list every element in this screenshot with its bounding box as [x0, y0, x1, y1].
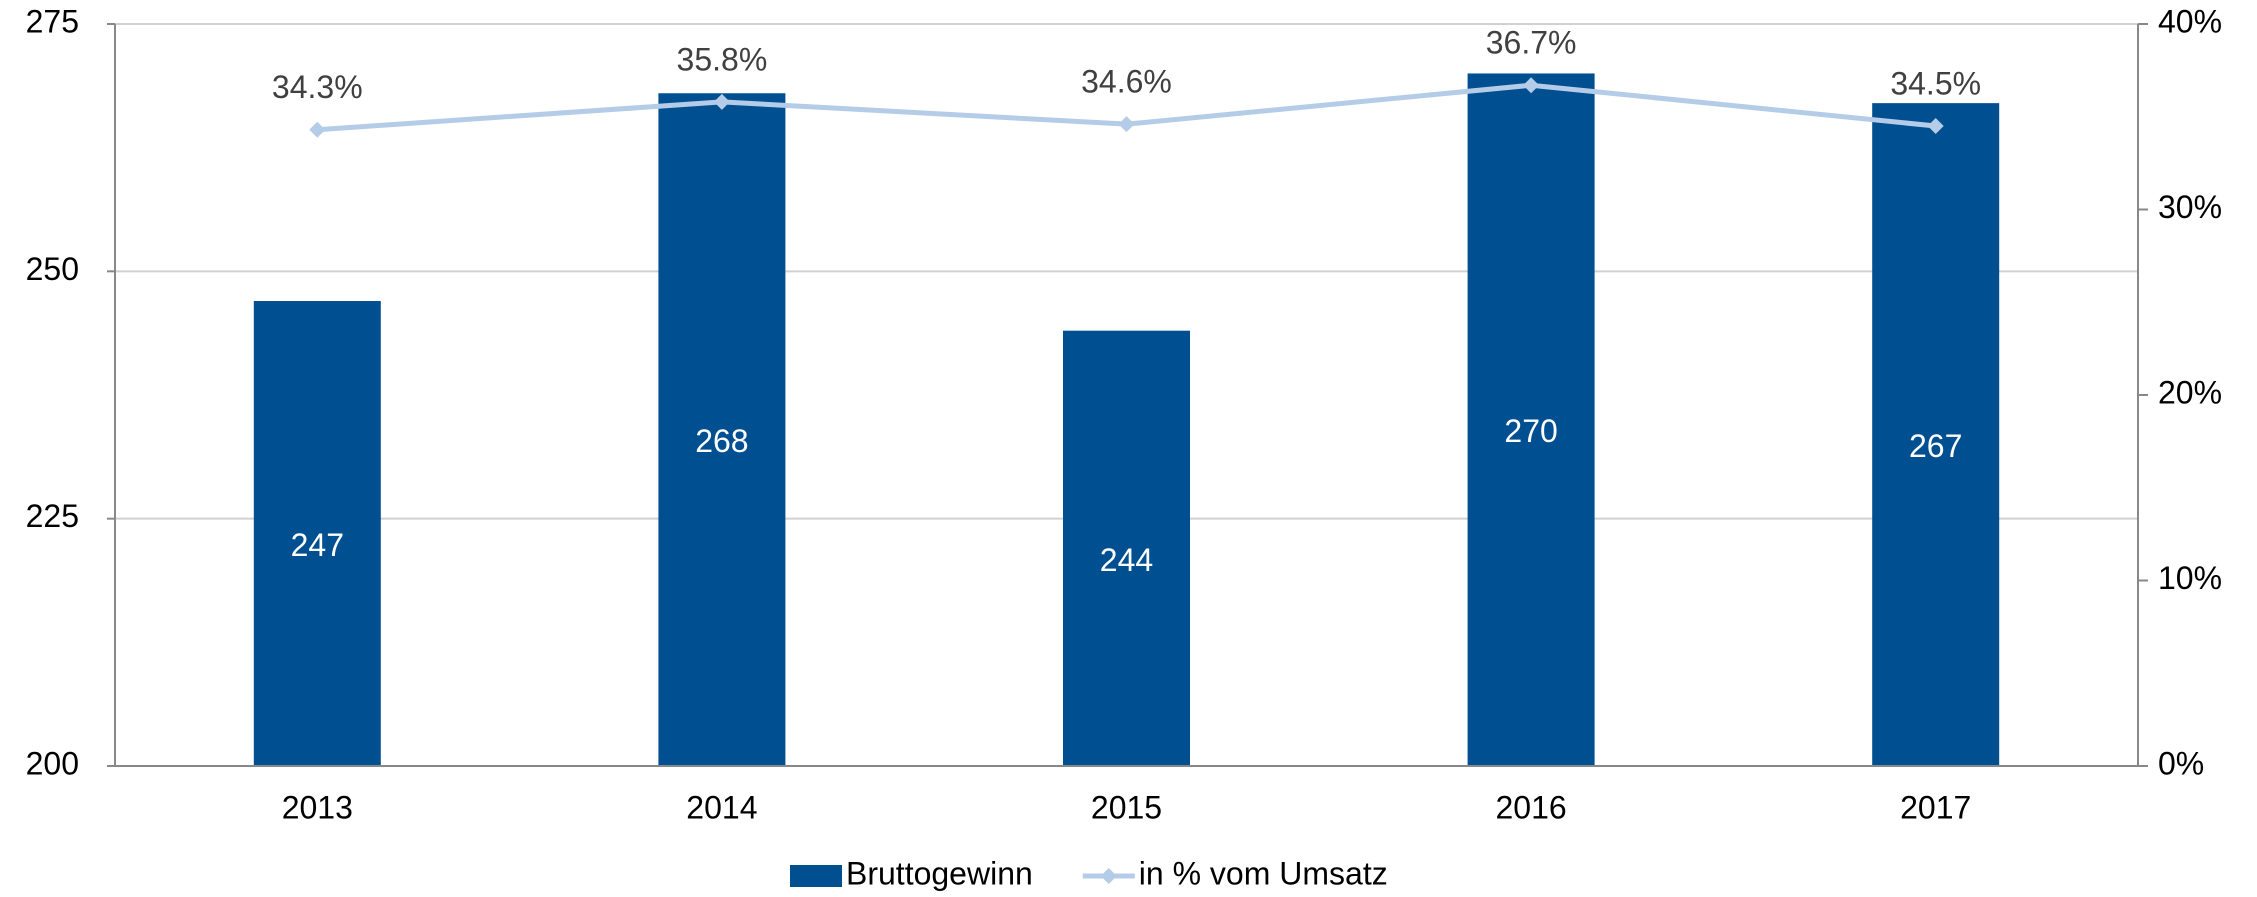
- x-tick-label: 2015: [1091, 789, 1162, 825]
- y2-tick-label: 40%: [2158, 3, 2222, 39]
- line-marker: [1118, 116, 1135, 133]
- bar-value-label: 267: [1909, 428, 1962, 464]
- bar-value-label: 268: [695, 423, 748, 459]
- y-tick-label: 250: [26, 251, 79, 287]
- bar: [658, 93, 786, 766]
- legend-label: Bruttogewinn: [846, 855, 1033, 891]
- y2-tick-label: 10%: [2158, 560, 2222, 596]
- legend-swatch: [790, 865, 842, 887]
- y2-tick-label: 0%: [2158, 745, 2204, 781]
- bar: [1467, 73, 1595, 766]
- line-marker: [309, 121, 326, 138]
- legend-label: in % vom Umsatz: [1139, 855, 1388, 891]
- x-tick-label: 2017: [1900, 789, 1971, 825]
- legend-marker: [1100, 868, 1117, 884]
- line-marker: [1927, 118, 1944, 135]
- x-tick-label: 2016: [1496, 789, 1567, 825]
- line-value-label: 36.7%: [1486, 25, 1577, 61]
- line-value-label: 34.5%: [1890, 65, 1981, 101]
- y2-tick-label: 30%: [2158, 189, 2222, 225]
- line-value-label: 34.6%: [1081, 64, 1172, 100]
- y-tick-label: 200: [26, 745, 79, 781]
- y-tick-label: 225: [26, 498, 79, 534]
- bar-value-label: 244: [1100, 542, 1153, 578]
- bar-value-label: 270: [1504, 413, 1557, 449]
- x-tick-label: 2014: [686, 789, 757, 825]
- y-tick-label: 275: [26, 3, 79, 39]
- bar: [253, 301, 381, 766]
- line-marker: [1523, 77, 1540, 94]
- bar-value-label: 247: [291, 527, 344, 563]
- line-value-label: 35.8%: [677, 41, 768, 77]
- x-tick-label: 2013: [282, 789, 353, 825]
- y2-tick-label: 20%: [2158, 374, 2222, 410]
- line-value-label: 34.3%: [272, 69, 363, 105]
- bar: [1063, 330, 1190, 766]
- bar: [1872, 103, 2000, 766]
- line-marker: [713, 93, 730, 110]
